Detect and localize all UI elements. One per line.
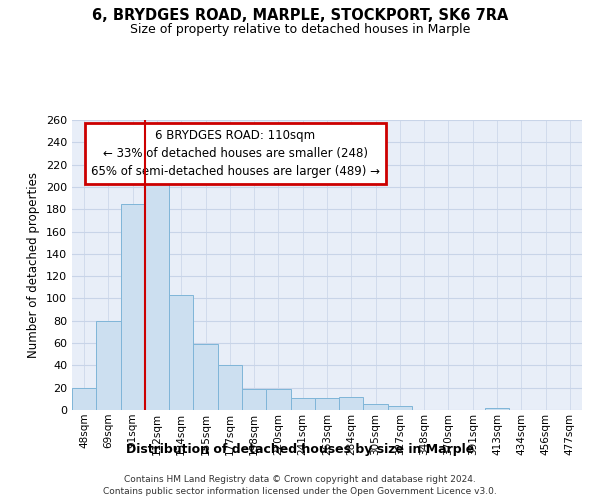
Bar: [193, 344, 218, 410]
Bar: [266, 389, 290, 410]
Bar: [169, 295, 193, 410]
Bar: [96, 321, 121, 410]
Text: Size of property relative to detached houses in Marple: Size of property relative to detached ho…: [130, 22, 470, 36]
Text: 6, BRYDGES ROAD, MARPLE, STOCKPORT, SK6 7RA: 6, BRYDGES ROAD, MARPLE, STOCKPORT, SK6 …: [92, 8, 508, 22]
Bar: [242, 389, 266, 410]
Bar: [290, 398, 315, 410]
Text: Contains public sector information licensed under the Open Government Licence v3: Contains public sector information licen…: [103, 488, 497, 496]
Bar: [339, 396, 364, 410]
Text: Contains HM Land Registry data © Crown copyright and database right 2024.: Contains HM Land Registry data © Crown c…: [124, 475, 476, 484]
Y-axis label: Number of detached properties: Number of detached properties: [28, 172, 40, 358]
Bar: [218, 366, 242, 410]
Bar: [315, 398, 339, 410]
Bar: [485, 408, 509, 410]
Bar: [121, 204, 145, 410]
Text: Distribution of detached houses by size in Marple: Distribution of detached houses by size …: [126, 442, 474, 456]
Bar: [364, 404, 388, 410]
Bar: [388, 406, 412, 410]
Bar: [72, 388, 96, 410]
Text: 6 BRYDGES ROAD: 110sqm
← 33% of detached houses are smaller (248)
65% of semi-de: 6 BRYDGES ROAD: 110sqm ← 33% of detached…: [91, 128, 380, 178]
Bar: [145, 182, 169, 410]
